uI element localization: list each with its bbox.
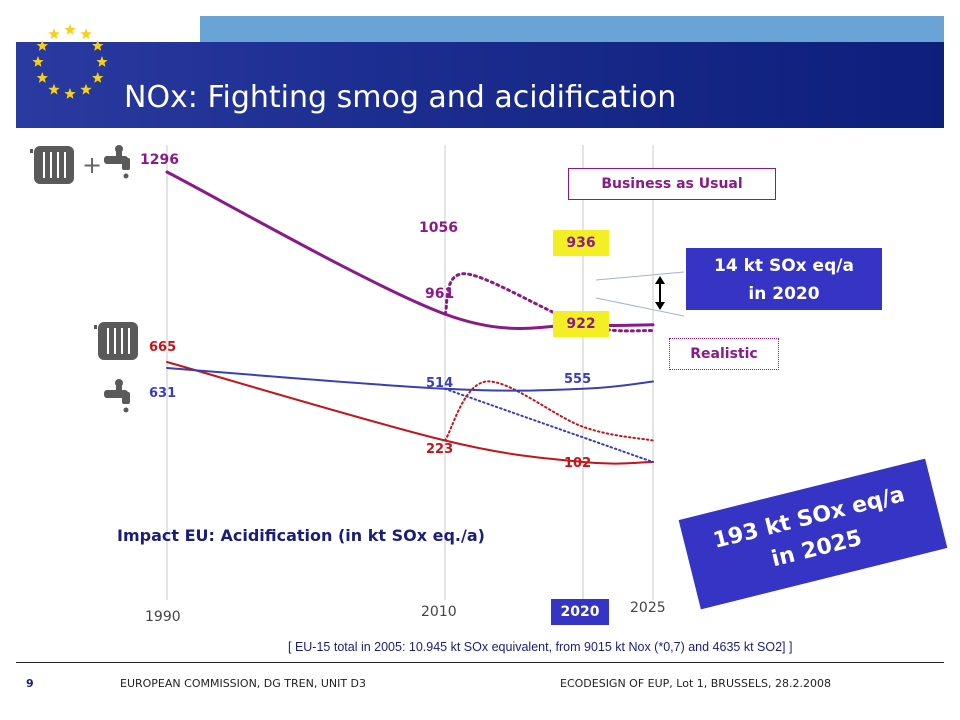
- data-label: 961: [425, 286, 455, 302]
- x-tick-label: 1990: [145, 609, 181, 625]
- footnote: [ EU-15 total in 2005: 10.945 kt SOx equ…: [288, 640, 793, 654]
- eu-flag-icon: [32, 24, 108, 99]
- data-label: 102: [564, 456, 592, 471]
- data-label: 223: [426, 442, 454, 457]
- series-line-water-bau: [444, 387, 654, 463]
- flag-star: [80, 83, 92, 95]
- header-band: [16, 42, 944, 128]
- page-title: NOx: Fighting smog and acidification: [124, 80, 677, 115]
- series-line-heating-realistic: [166, 361, 654, 465]
- double-arrow-icon: [655, 276, 665, 310]
- data-label: 1296: [140, 152, 179, 168]
- data-label: 665: [149, 340, 177, 355]
- header-top-stripe: [200, 16, 944, 42]
- series-line-water-realistic: [166, 367, 654, 392]
- callout-2020: 14 kt SOx eq/a in 2020: [686, 248, 882, 310]
- data-label: 555: [564, 372, 592, 387]
- tap-icon: [104, 379, 130, 413]
- chart-title: Impact EU: Acidification (in kt SOx eq./…: [117, 526, 485, 545]
- data-label: 1056: [419, 220, 458, 236]
- plus-icon: +: [82, 151, 103, 179]
- tap-icon: [104, 145, 130, 179]
- radiator-icon: [94, 322, 138, 360]
- radiator-icon: [30, 146, 74, 184]
- data-label: 936: [553, 230, 609, 256]
- data-label: 922: [553, 311, 609, 337]
- flag-star: [48, 83, 60, 95]
- data-label: 514: [426, 376, 454, 391]
- flag-star: [96, 56, 108, 67]
- callout-leader-line: [595, 271, 685, 281]
- page-number: 9: [26, 677, 34, 690]
- flag-star: [48, 28, 60, 40]
- footer-right: ECODESIGN OF EUP, Lot 1, BRUSSELS, 28.2.…: [560, 677, 832, 690]
- x-tick-label: 2010: [421, 604, 457, 620]
- flag-star: [64, 24, 76, 35]
- callout-2020-line2: in 2020: [748, 284, 820, 304]
- x-tick-label: 2020: [551, 599, 609, 625]
- series-line-heating-bau: [444, 380, 654, 442]
- footer-left: EUROPEAN COMMISSION, DG TREN, UNIT D3: [120, 677, 367, 690]
- callout-leader-line: [595, 297, 685, 317]
- callout-2020-line1: 14 kt SOx eq/a: [714, 256, 854, 276]
- bau-label: Business as Usual: [568, 168, 776, 200]
- realistic-label: Realistic: [669, 338, 779, 370]
- data-label: 631: [149, 386, 177, 401]
- flag-star: [92, 72, 104, 83]
- flag-star: [92, 40, 104, 51]
- x-tick-label: 2025: [630, 600, 666, 616]
- series-line-total-bau: [443, 272, 655, 333]
- flag-star: [64, 88, 76, 99]
- flag-star: [36, 40, 48, 51]
- flag-star: [80, 28, 92, 40]
- flag-star: [32, 56, 44, 67]
- flag-star: [36, 72, 48, 83]
- footer-divider: [16, 662, 944, 663]
